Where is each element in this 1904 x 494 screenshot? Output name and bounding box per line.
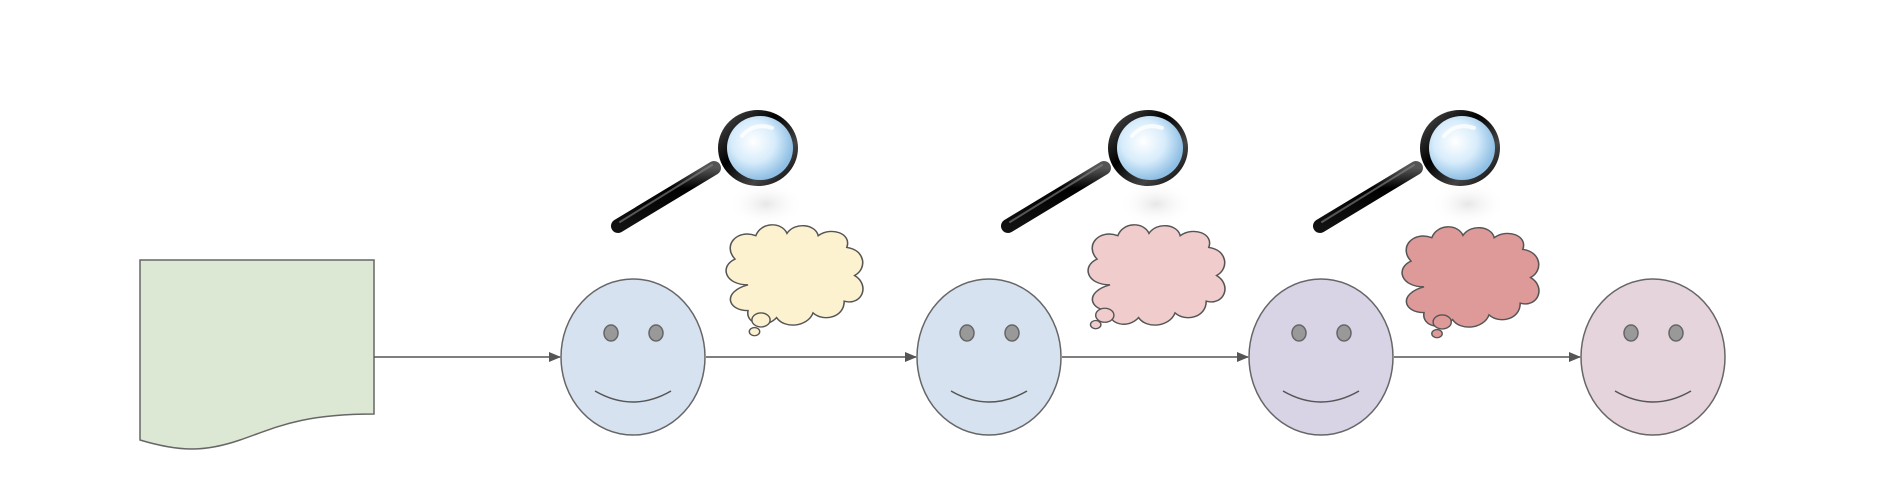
magnifier-icon-3	[1313, 110, 1506, 233]
face-1	[560, 278, 706, 436]
face-3-right-eye	[1336, 324, 1352, 342]
face-3-smile	[1282, 390, 1360, 403]
thought-cloud-2	[1087, 224, 1226, 330]
face-1-smile	[594, 390, 672, 403]
face-4-left-eye	[1623, 324, 1639, 342]
face-1-left-eye	[603, 324, 619, 342]
face-2-left-eye	[959, 324, 975, 342]
thought-cloud-1	[725, 224, 864, 337]
face-3	[1248, 278, 1394, 436]
face-2-smile	[950, 390, 1028, 403]
magnifier-icon-2	[1001, 110, 1194, 233]
document-shape	[139, 259, 375, 450]
face-4-right-eye	[1668, 324, 1684, 342]
face-4-smile	[1614, 390, 1692, 403]
face-3-left-eye	[1291, 324, 1307, 342]
face-2	[916, 278, 1062, 436]
face-2-right-eye	[1004, 324, 1020, 342]
magnifier-icon-1	[611, 110, 804, 233]
face-1-right-eye	[648, 324, 664, 342]
face-4	[1580, 278, 1726, 436]
thought-cloud-3	[1401, 226, 1540, 339]
